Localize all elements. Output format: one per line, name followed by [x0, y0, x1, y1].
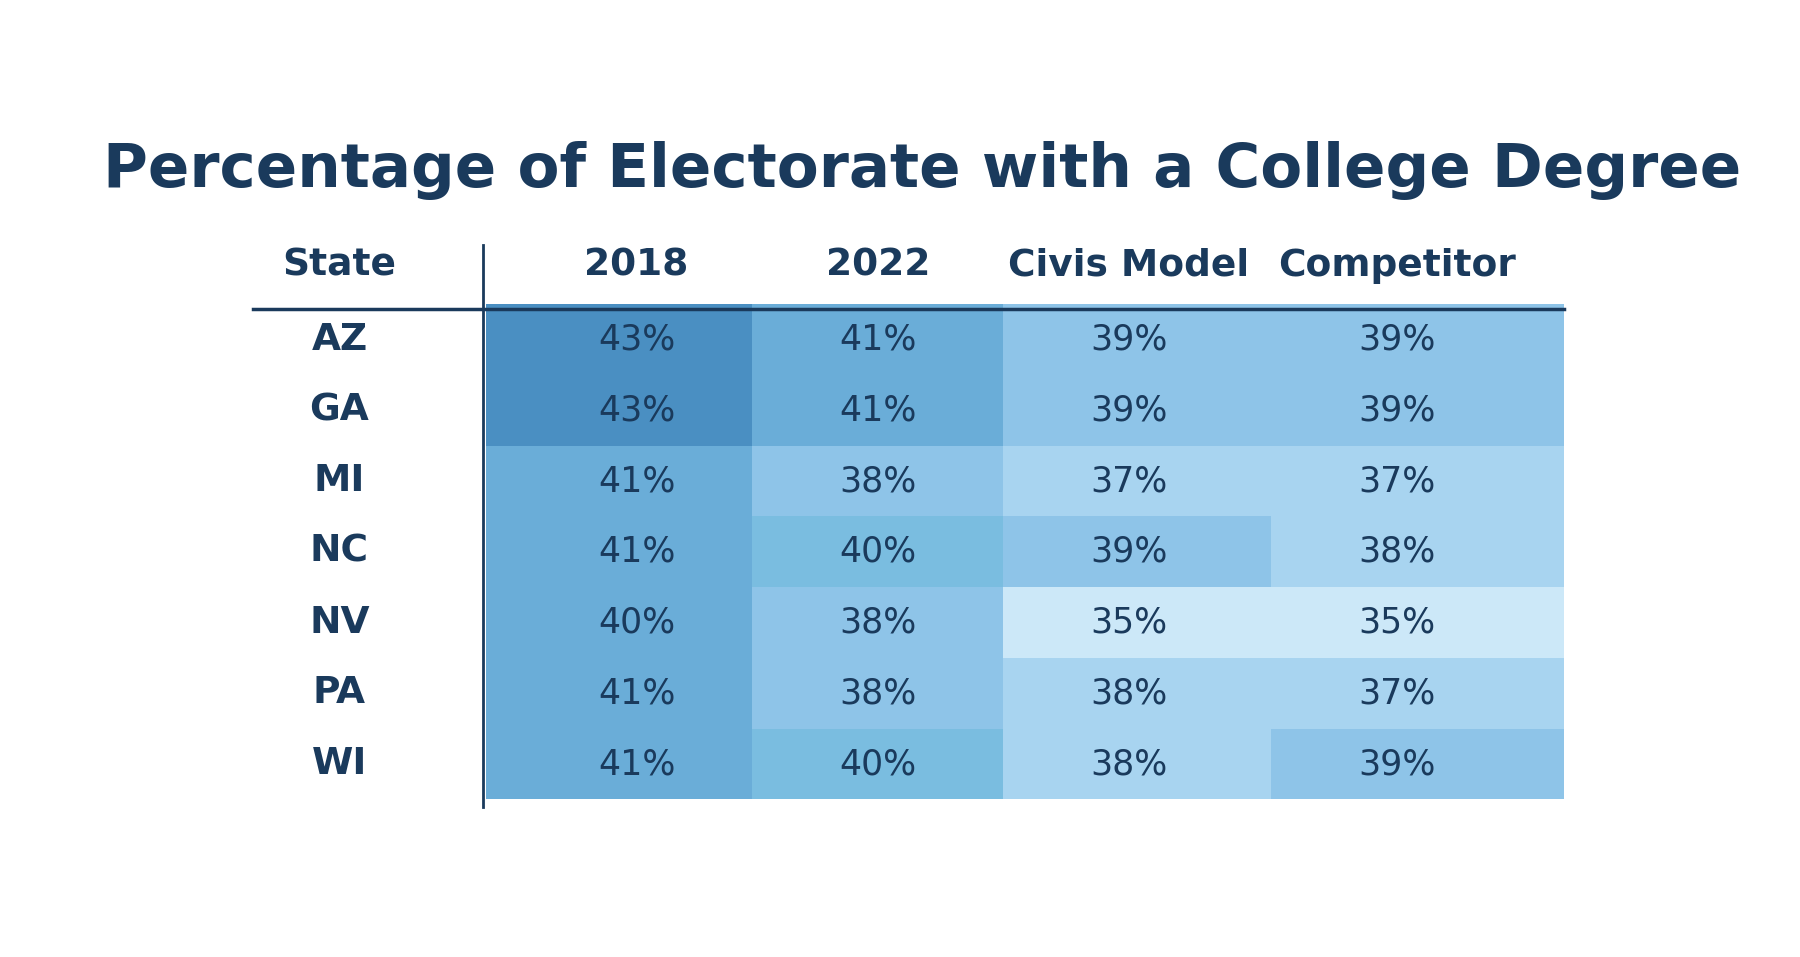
Text: 41%: 41% [839, 393, 916, 428]
Text: Civis Model: Civis Model [1008, 248, 1249, 284]
Bar [1271, 375, 1564, 446]
Text: 38%: 38% [839, 677, 916, 710]
Text: 41%: 41% [598, 535, 675, 568]
Text: Competitor: Competitor [1278, 248, 1516, 284]
Bar [752, 657, 1003, 728]
Text: 35%: 35% [1359, 606, 1435, 639]
Text: NV: NV [310, 605, 369, 640]
Bar [486, 728, 752, 799]
Text: 43%: 43% [598, 393, 675, 428]
Text: 39%: 39% [1091, 535, 1168, 568]
Bar [1271, 446, 1564, 517]
Bar [1003, 446, 1271, 517]
Bar [1003, 304, 1271, 375]
Bar [752, 728, 1003, 799]
Text: 38%: 38% [1091, 747, 1168, 781]
Bar [752, 517, 1003, 588]
Text: 41%: 41% [598, 677, 675, 710]
Bar [486, 588, 752, 657]
Text: Percentage of Electorate with a College Degree: Percentage of Electorate with a College … [103, 141, 1742, 200]
Bar [486, 446, 752, 517]
Text: 39%: 39% [1091, 323, 1168, 357]
Bar [1003, 588, 1271, 657]
Text: 37%: 37% [1359, 464, 1435, 498]
Bar [486, 657, 752, 728]
Text: 39%: 39% [1359, 747, 1435, 781]
Bar [1003, 728, 1271, 799]
Text: State: State [283, 248, 396, 284]
Bar [486, 517, 752, 588]
Text: 2018: 2018 [585, 248, 689, 284]
Text: 41%: 41% [598, 747, 675, 781]
Text: 39%: 39% [1359, 393, 1435, 428]
Bar [486, 304, 752, 375]
Text: 38%: 38% [839, 606, 916, 639]
Bar [752, 304, 1003, 375]
Bar [1003, 517, 1271, 588]
Text: 41%: 41% [839, 323, 916, 357]
Text: 40%: 40% [839, 747, 916, 781]
Bar [752, 375, 1003, 446]
Text: MI: MI [313, 463, 365, 499]
Bar [1271, 588, 1564, 657]
Text: 37%: 37% [1359, 677, 1435, 710]
Text: 39%: 39% [1091, 393, 1168, 428]
Text: 2022: 2022 [826, 248, 931, 284]
Text: 35%: 35% [1091, 606, 1168, 639]
Text: 39%: 39% [1359, 323, 1435, 357]
Bar [1271, 728, 1564, 799]
Text: AZ: AZ [311, 322, 367, 358]
Text: 40%: 40% [839, 535, 916, 568]
Text: 38%: 38% [1359, 535, 1435, 568]
Text: 38%: 38% [1091, 677, 1168, 710]
Text: PA: PA [313, 676, 365, 711]
Text: 43%: 43% [598, 323, 675, 357]
Bar [486, 375, 752, 446]
Bar [752, 446, 1003, 517]
Bar [1271, 517, 1564, 588]
Bar [1271, 304, 1564, 375]
Text: 40%: 40% [598, 606, 675, 639]
Text: 38%: 38% [839, 464, 916, 498]
Text: 37%: 37% [1091, 464, 1168, 498]
Text: 41%: 41% [598, 464, 675, 498]
Bar [1003, 375, 1271, 446]
Bar [752, 588, 1003, 657]
Bar [1271, 657, 1564, 728]
Text: GA: GA [310, 392, 369, 429]
Text: NC: NC [310, 534, 369, 569]
Text: WI: WI [311, 746, 367, 782]
Bar [1003, 657, 1271, 728]
